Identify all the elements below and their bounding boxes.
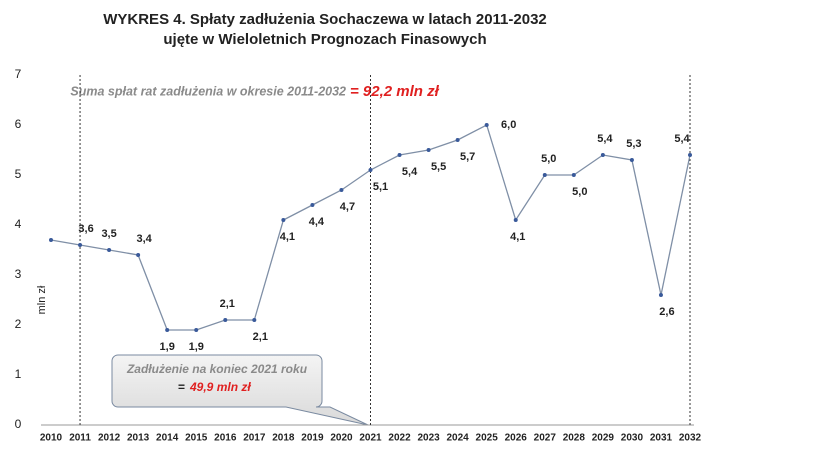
data-label: 3,4 bbox=[136, 233, 152, 245]
x-tick-label: 2011 bbox=[69, 433, 91, 444]
data-label: 5,5 bbox=[431, 161, 446, 173]
point bbox=[136, 253, 141, 257]
data-label: 6,0 bbox=[501, 119, 516, 131]
data-label: 3,6 bbox=[78, 223, 93, 235]
x-tick-label: 2015 bbox=[185, 433, 208, 444]
debt-annotation: Zadłużenie na koniec 2021 roku bbox=[126, 362, 308, 376]
data-label: 2,1 bbox=[220, 298, 235, 310]
data-label: 1,9 bbox=[189, 341, 204, 353]
point bbox=[107, 248, 112, 252]
x-tick-label: 2029 bbox=[592, 433, 615, 444]
data-label: 5,3 bbox=[626, 138, 641, 150]
x-tick-label: 2025 bbox=[476, 433, 499, 444]
point bbox=[223, 318, 228, 322]
y-tick-label: 5 bbox=[15, 167, 22, 181]
data-label: 5,4 bbox=[674, 133, 690, 145]
x-tick-label: 2019 bbox=[301, 433, 324, 444]
data-label: 2,6 bbox=[659, 306, 674, 318]
y-axis-label: mln zł bbox=[36, 285, 48, 314]
x-tick-label: 2012 bbox=[98, 433, 121, 444]
y-tick-label: 1 bbox=[15, 367, 22, 381]
data-label: 3,5 bbox=[101, 228, 116, 240]
data-label: 4,1 bbox=[510, 231, 525, 243]
point bbox=[455, 138, 460, 142]
point bbox=[397, 153, 402, 157]
chart-title: WYKRES 4. Spłaty zadłużenia Sochaczewa w… bbox=[103, 11, 547, 28]
x-tick-label: 2026 bbox=[505, 433, 528, 444]
point bbox=[339, 188, 344, 192]
x-tick-label: 2028 bbox=[563, 433, 586, 444]
data-label: 5,4 bbox=[402, 166, 418, 178]
x-tick-label: 2027 bbox=[534, 433, 557, 444]
x-tick-label: 2031 bbox=[650, 433, 673, 444]
x-tick-label: 2032 bbox=[679, 433, 702, 444]
x-tick-label: 2023 bbox=[417, 433, 440, 444]
point bbox=[513, 218, 518, 222]
sum-annotation: Suma spłat rat zadłużenia w okresie 2011… bbox=[70, 84, 346, 98]
x-tick-label: 2016 bbox=[214, 433, 237, 444]
data-label: 4,7 bbox=[340, 201, 355, 213]
debt-equals: = bbox=[178, 380, 185, 394]
x-tick-label: 2014 bbox=[156, 433, 179, 444]
point bbox=[658, 293, 663, 297]
x-tick-label: 2010 bbox=[40, 433, 63, 444]
data-label: 5,0 bbox=[572, 186, 587, 198]
point bbox=[78, 243, 83, 247]
x-tick-label: 2021 bbox=[359, 433, 382, 444]
x-tick-label: 2018 bbox=[272, 433, 295, 444]
point bbox=[571, 173, 576, 177]
chart-subtitle: ujęte w Wieloletnich Prognozach Finasowy… bbox=[163, 31, 486, 48]
callout-box bbox=[111, 354, 369, 426]
x-tick-label: 2024 bbox=[447, 433, 470, 444]
x-tick-label: 2013 bbox=[127, 433, 150, 444]
point bbox=[600, 153, 605, 157]
point bbox=[542, 173, 547, 177]
data-label: 4,4 bbox=[309, 216, 325, 228]
point bbox=[194, 328, 199, 332]
y-tick-label: 7 bbox=[15, 67, 22, 81]
point bbox=[252, 318, 257, 322]
point bbox=[688, 153, 692, 157]
data-label: 5,7 bbox=[460, 151, 475, 163]
data-label: 5,0 bbox=[541, 153, 556, 165]
x-tick-label: 2022 bbox=[388, 433, 411, 444]
data-label: 4,1 bbox=[280, 231, 295, 243]
y-tick-label: 3 bbox=[15, 267, 22, 281]
sum-value: = 92,2 mln zł bbox=[350, 83, 440, 100]
point bbox=[426, 148, 431, 152]
data-label: 2,1 bbox=[253, 331, 268, 343]
data-label: 5,4 bbox=[597, 133, 613, 145]
data-label: 1,9 bbox=[160, 341, 175, 353]
point bbox=[484, 123, 489, 127]
y-tick-label: 2 bbox=[15, 317, 22, 331]
y-tick-label: 0 bbox=[15, 417, 22, 431]
point bbox=[310, 203, 315, 207]
x-tick-label: 2020 bbox=[330, 433, 353, 444]
point bbox=[281, 218, 286, 222]
data-label: 5,1 bbox=[373, 181, 388, 193]
point bbox=[368, 168, 373, 172]
x-tick-label: 2017 bbox=[243, 433, 266, 444]
y-tick-label: 6 bbox=[15, 117, 22, 131]
point bbox=[629, 158, 634, 162]
y-tick-label: 4 bbox=[15, 217, 22, 231]
debt-value: 49,9 mln zł bbox=[189, 380, 251, 394]
point bbox=[49, 238, 53, 242]
x-tick-label: 2030 bbox=[621, 433, 644, 444]
point bbox=[165, 328, 170, 332]
